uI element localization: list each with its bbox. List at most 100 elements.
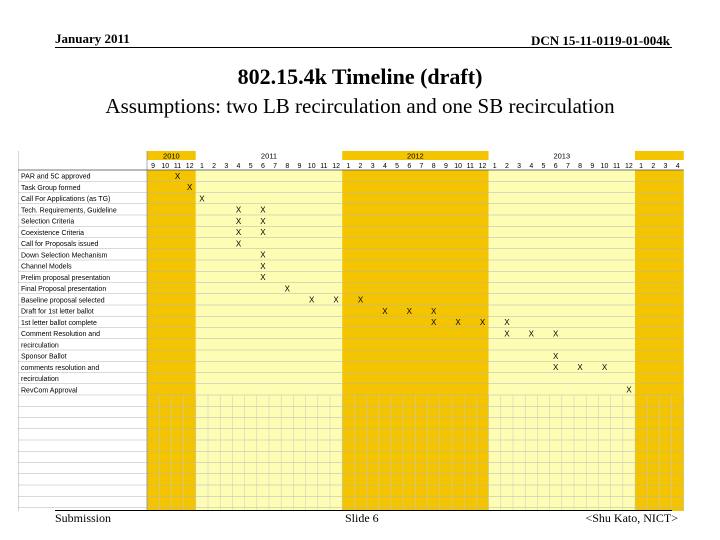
month-label: 5 <box>395 163 399 170</box>
header-date: January 2011 <box>55 31 130 46</box>
milestone-marker: X <box>333 296 339 305</box>
task-label: PAR and 5C approved <box>21 174 91 181</box>
milestone-marker: X <box>577 363 583 372</box>
label-column <box>18 170 147 511</box>
milestone-marker: X <box>553 352 559 361</box>
month-label: 3 <box>224 163 228 170</box>
month-label: 1 <box>639 163 643 170</box>
milestone-marker: X <box>309 296 315 305</box>
month-label: 2 <box>359 163 363 170</box>
task-label: Selection Criteria <box>21 219 74 226</box>
milestone-marker: X <box>480 318 486 327</box>
month-label: 10 <box>161 163 169 170</box>
task-label: Task Group formed <box>21 185 81 192</box>
milestone-marker: X <box>529 329 535 338</box>
month-label: 6 <box>407 163 411 170</box>
month-label: 12 <box>479 163 487 170</box>
task-label: RevCom Approval <box>21 387 78 394</box>
header-doc-number: DCN 15-11-0119-01-004k <box>530 33 670 48</box>
month-label: 1 <box>346 163 350 170</box>
task-label: Sponsor Ballot <box>21 354 67 361</box>
milestone-marker: X <box>553 329 559 338</box>
milestone-marker: X <box>260 206 266 215</box>
milestone-marker: X <box>260 217 266 226</box>
month-label: 7 <box>566 163 570 170</box>
year-band <box>488 151 635 160</box>
month-label: 9 <box>298 163 302 170</box>
month-band <box>488 160 635 170</box>
month-label: 2 <box>212 163 216 170</box>
task-label: Down Selection Mechanism <box>21 252 108 259</box>
month-label: 7 <box>420 163 424 170</box>
milestone-marker: X <box>504 318 510 327</box>
month-label: 6 <box>554 163 558 170</box>
task-label: recirculation <box>21 342 59 349</box>
year-band <box>342 151 489 160</box>
month-label: 2 <box>651 163 655 170</box>
month-label: 3 <box>371 163 375 170</box>
footer-divider <box>55 510 672 511</box>
month-label: 10 <box>308 163 316 170</box>
month-label: 4 <box>383 163 387 170</box>
slide-title: 802.15.4k Timeline (draft) <box>237 64 483 89</box>
milestone-marker: X <box>407 307 413 316</box>
milestone-marker: X <box>260 228 266 237</box>
task-label: Channel Models <box>21 264 72 271</box>
month-label: 11 <box>174 163 181 170</box>
milestone-marker: X <box>602 363 608 372</box>
month-label: 1 <box>200 163 204 170</box>
month-label: 8 <box>578 163 582 170</box>
year-label: 2011 <box>261 152 277 161</box>
month-band <box>147 160 196 170</box>
month-label: 12 <box>332 163 340 170</box>
month-label: 9 <box>590 163 594 170</box>
milestone-marker: X <box>187 183 193 192</box>
task-label: Prelim proposal presentation <box>21 275 110 282</box>
task-label: comments resolution and <box>21 365 99 372</box>
year-label: 2010 <box>163 152 180 161</box>
task-label: Call For Applications (as TG) <box>21 196 110 203</box>
year-band <box>195 151 343 160</box>
month-label: 4 <box>237 163 241 170</box>
milestone-marker: X <box>236 239 242 248</box>
footer-slide-number: Slide 6 <box>345 511 379 525</box>
month-label: 8 <box>432 163 436 170</box>
year-band <box>147 151 196 160</box>
milestone-marker: X <box>504 329 510 338</box>
month-band <box>195 160 343 170</box>
task-label: Coexistence Criteria <box>21 230 84 237</box>
task-label: recirculation <box>21 376 59 383</box>
footer-author: <Shu Kato, NICT> <box>585 511 678 525</box>
month-label: 11 <box>613 163 620 170</box>
month-label: 10 <box>454 163 462 170</box>
footer-submission: Submission <box>55 511 112 525</box>
milestone-marker: X <box>285 284 291 293</box>
milestone-marker: X <box>236 217 242 226</box>
task-label: Final Proposal presentation <box>21 286 106 293</box>
milestone-marker: X <box>553 363 559 372</box>
task-label: 1st letter ballot complete <box>21 320 97 327</box>
month-label: 9 <box>444 163 448 170</box>
month-label: 3 <box>664 163 668 170</box>
header-divider <box>55 47 672 48</box>
month-label: 11 <box>467 163 474 170</box>
milestone-marker: X <box>236 206 242 215</box>
milestone-marker: X <box>358 296 364 305</box>
month-label: 3 <box>517 163 521 170</box>
milestone-marker: X <box>236 228 242 237</box>
month-label: 4 <box>529 163 533 170</box>
milestone-marker: X <box>260 262 266 271</box>
month-band <box>635 160 684 170</box>
month-label: 6 <box>261 163 265 170</box>
year-label: 2013 <box>553 152 570 161</box>
month-label: 12 <box>625 163 633 170</box>
month-label: 5 <box>249 163 253 170</box>
milestone-marker: X <box>431 318 437 327</box>
slide-subtitle: Assumptions: two LB recirculation and on… <box>105 94 615 118</box>
milestone-marker: X <box>382 307 388 316</box>
month-label: 7 <box>273 163 277 170</box>
month-label: 8 <box>285 163 289 170</box>
milestone-marker: X <box>431 307 437 316</box>
month-label: 9 <box>151 163 155 170</box>
